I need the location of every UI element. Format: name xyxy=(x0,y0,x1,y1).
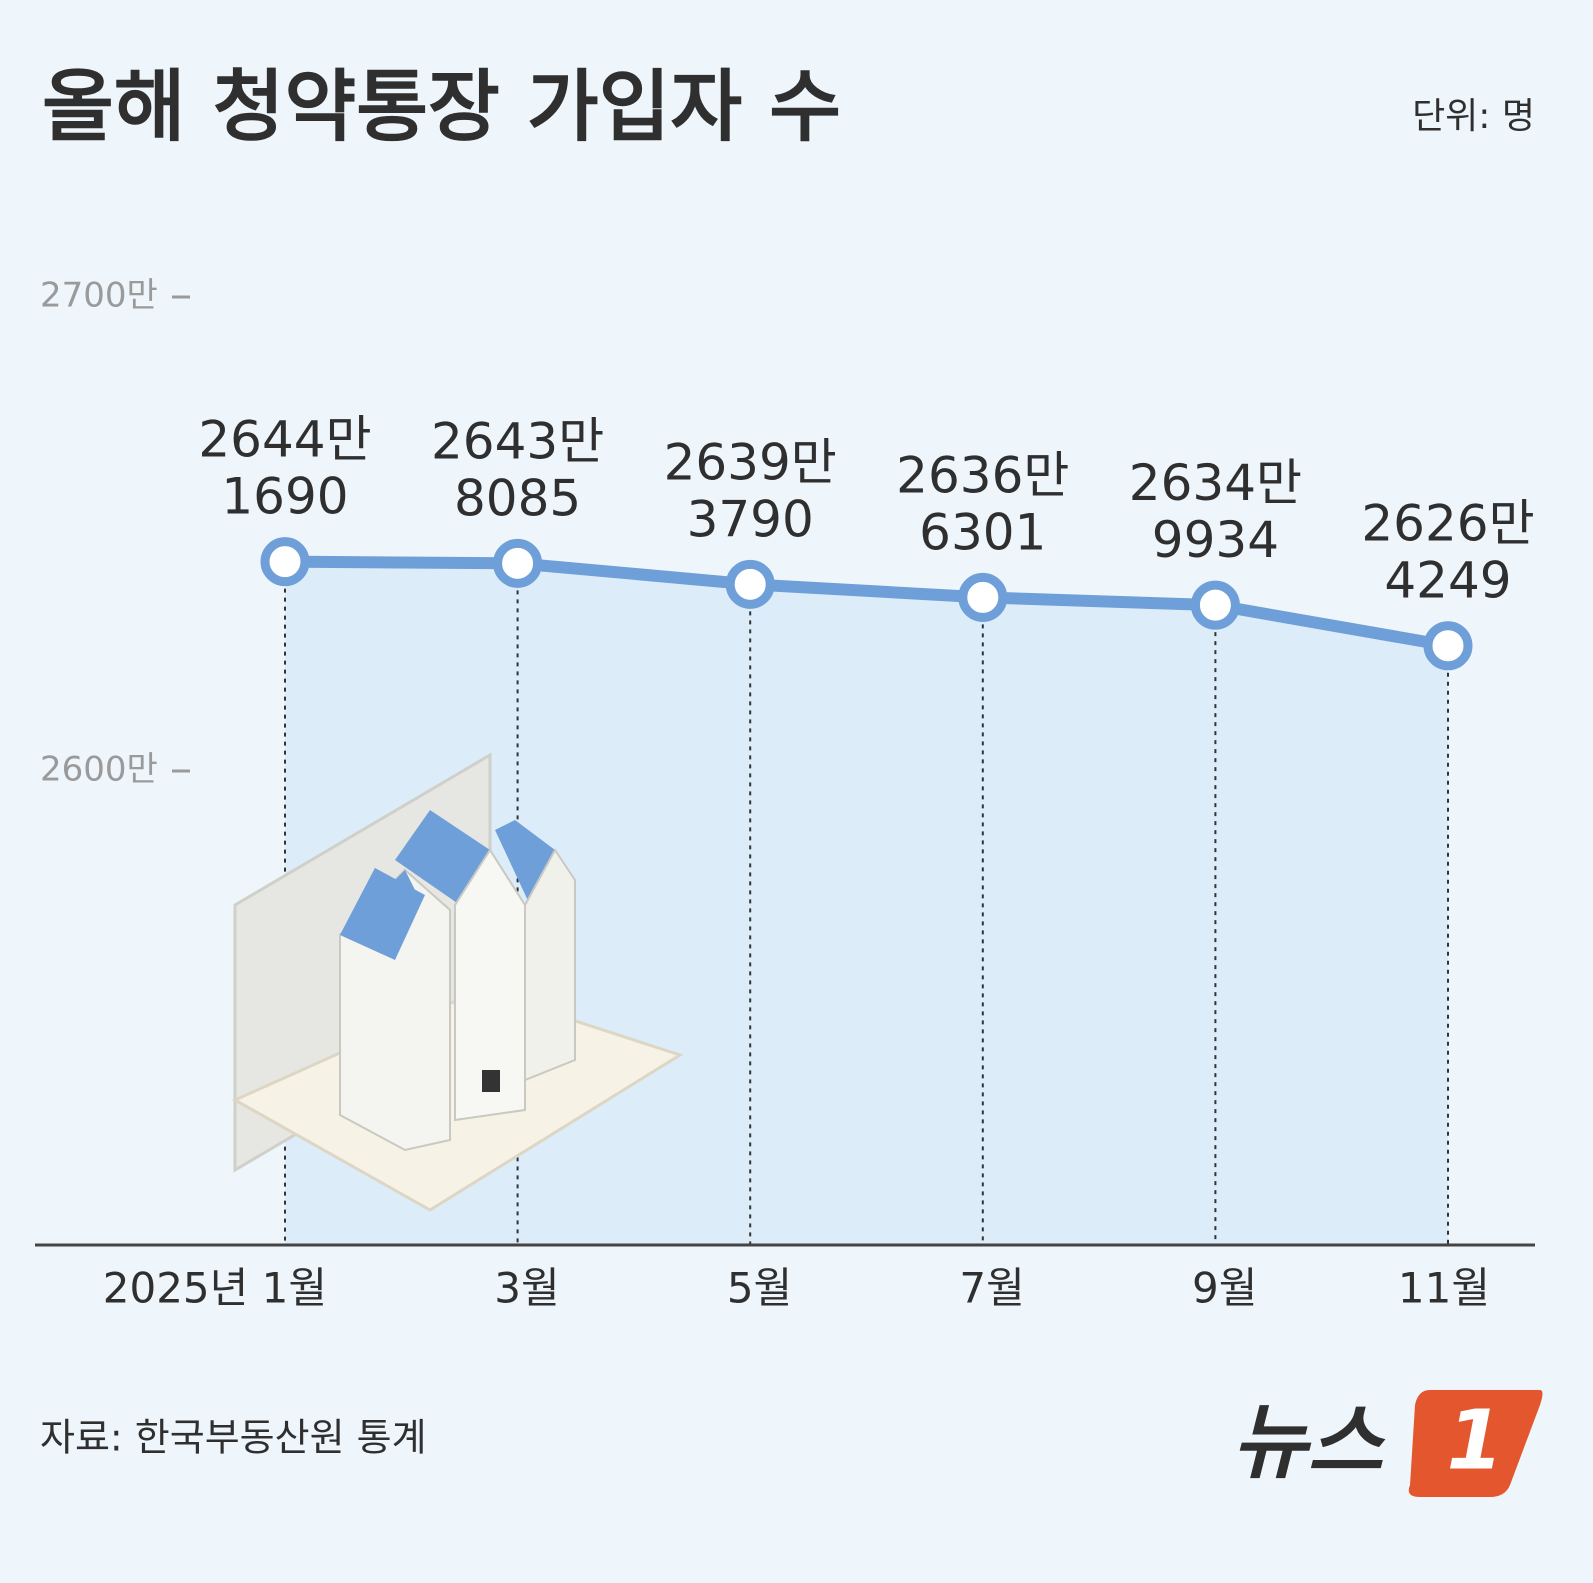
line xyxy=(284,555,1450,652)
x-tick-label: 9월 xyxy=(1192,1264,1257,1313)
logo-text: 뉴스 xyxy=(1232,1395,1385,1490)
logo-badge-text: 1 xyxy=(1446,1393,1503,1488)
value-label: 2644만 1690 xyxy=(198,410,371,525)
value-label: 2626만 4249 xyxy=(1361,494,1534,609)
marker xyxy=(725,559,775,609)
x-tick-label: 5월 xyxy=(727,1264,792,1313)
x-tick-label: 11월 xyxy=(1398,1264,1490,1313)
value-label: 2634만 9934 xyxy=(1129,454,1302,569)
logo-badge xyxy=(1408,1390,1543,1497)
x-tick-label: 2025년 1월 xyxy=(103,1264,327,1313)
marker xyxy=(260,537,310,587)
x-tick-label: 7월 xyxy=(959,1264,1024,1313)
marker xyxy=(958,572,1008,622)
marker xyxy=(1423,621,1473,671)
value-label: 2636만 6301 xyxy=(896,446,1069,561)
unit-note: 단위: 명 xyxy=(1412,96,1535,137)
chart-title: 올해 청약통장 가입자 수 xyxy=(42,62,841,152)
y-tick-label: 2600만 xyxy=(40,750,158,790)
marker xyxy=(493,538,543,588)
illustration xyxy=(231,752,684,1212)
value-label: 2643만 8085 xyxy=(431,412,604,527)
marker xyxy=(1190,580,1240,630)
source: 자료: 한국부동산원 통계 xyxy=(40,1416,427,1460)
value-label: 2639만 3790 xyxy=(664,433,837,548)
x-tick-label: 3월 xyxy=(494,1264,559,1313)
y-tick-label: 2700만 xyxy=(40,276,158,316)
